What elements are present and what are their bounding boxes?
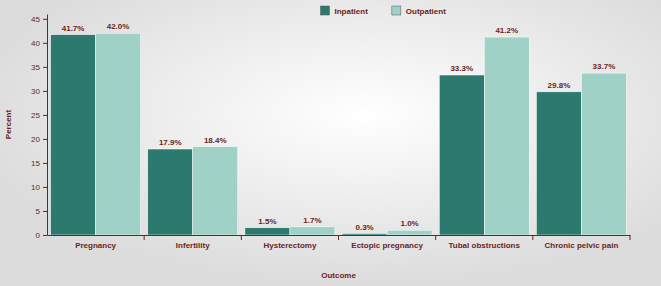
bar	[387, 230, 432, 235]
y-tick-label: 15	[31, 159, 40, 168]
bar	[290, 227, 335, 235]
bar	[484, 37, 529, 235]
y-tick-label: 20	[31, 135, 40, 144]
legend-label: Inpatient	[335, 7, 369, 16]
data-label: 33.3%	[450, 64, 473, 73]
data-label: 1.5%	[258, 217, 276, 226]
y-axis: 0 5 10 15 20 25 30 35 40 45	[31, 15, 47, 241]
category-separator	[630, 235, 631, 240]
y-tick-label: 5	[36, 207, 41, 216]
y-tick-mark	[43, 67, 47, 68]
x-axis-title: Outcome	[321, 271, 356, 280]
category-separator	[144, 235, 145, 240]
data-label: 41.2%	[495, 26, 518, 35]
y-tick: 30	[31, 87, 47, 96]
bar	[51, 35, 96, 235]
y-tick: 5	[36, 207, 47, 216]
x-tick: Hysterectomy	[263, 235, 316, 250]
legend-swatch	[321, 6, 330, 15]
plot: 41.7% 17.9% 1.5% 0.3% 33.3% 29.8% 42.0% 18.4% 1.…	[31, 15, 630, 250]
y-tick-mark	[43, 139, 47, 140]
data-label: 17.9%	[159, 138, 182, 147]
data-labels: 41.7% 17.9% 1.5% 0.3% 33.3% 29.8% 42.0% 18.4% 1.…	[62, 22, 616, 231]
legend: Inpatient Outpatient	[321, 6, 447, 16]
data-label: 33.7%	[593, 62, 616, 71]
x-tick-label: Tubal obstructions	[449, 241, 521, 250]
y-tick-mark	[43, 19, 47, 20]
x-axis: Pregnancy Infertility Hysterectomy Ectopic …	[48, 235, 631, 250]
data-label: 0.3%	[355, 223, 373, 232]
x-tick-label: Ectopic pregnancy	[351, 241, 423, 250]
data-label: 29.8%	[548, 81, 571, 90]
x-tick: Ectopic pregnancy	[351, 235, 423, 250]
bar	[245, 228, 290, 235]
category-separator	[338, 235, 339, 240]
data-label: 18.4%	[204, 136, 227, 145]
y-tick-mark	[43, 91, 47, 92]
y-tick-mark	[43, 187, 47, 188]
y-tick-mark	[43, 163, 47, 164]
y-tick: 10	[31, 183, 47, 192]
bar	[581, 73, 626, 235]
category-separator	[532, 235, 533, 240]
background	[0, 0, 661, 286]
bar	[96, 33, 141, 235]
y-tick: 15	[31, 159, 47, 168]
legend-swatch	[392, 6, 401, 15]
x-tick: Tubal obstructions	[449, 235, 521, 250]
bar	[536, 92, 581, 235]
data-label: 1.0%	[400, 219, 418, 228]
y-tick-label: 35	[31, 63, 40, 72]
bar	[342, 234, 387, 235]
x-tick-label: Infertility	[176, 241, 210, 250]
y-tick: 25	[31, 111, 47, 120]
y-tick: 20	[31, 135, 47, 144]
x-tick: Chronic pelvic pain	[545, 235, 619, 250]
y-tick: 45	[31, 15, 47, 24]
x-tick: Infertility	[176, 235, 210, 250]
bars	[51, 33, 627, 235]
y-tick-label: 0	[36, 231, 41, 240]
y-tick-label: 25	[31, 111, 40, 120]
data-label: 42.0%	[107, 22, 130, 31]
y-tick-mark	[43, 235, 47, 236]
y-tick-label: 40	[31, 39, 40, 48]
category-separator	[241, 235, 242, 240]
legend-item: Outpatient	[392, 6, 446, 16]
legend-item: Inpatient	[321, 6, 369, 16]
x-tick-label: Hysterectomy	[263, 241, 316, 250]
y-tick-mark	[43, 115, 47, 116]
y-tick: 35	[31, 63, 47, 72]
y-tick-mark	[43, 211, 47, 212]
y-tick-label: 45	[31, 15, 40, 24]
y-axis-title: Percent	[4, 109, 13, 139]
y-tick-mark	[43, 43, 47, 44]
legend-label: Outpatient	[406, 7, 446, 16]
bar	[439, 75, 484, 235]
y-tick: 40	[31, 39, 47, 48]
chart: 41.7% 17.9% 1.5% 0.3% 33.3% 29.8% 42.0% 18.4% 1.…	[0, 0, 661, 286]
category-separator	[435, 235, 436, 240]
y-tick-label: 10	[31, 183, 40, 192]
x-tick-label: Pregnancy	[75, 241, 116, 250]
bar	[193, 147, 238, 235]
x-tick: Pregnancy	[75, 235, 116, 250]
data-label: 1.7%	[303, 216, 321, 225]
y-tick-label: 30	[31, 87, 40, 96]
y-tick: 0	[36, 231, 47, 240]
y-axis-line	[47, 15, 48, 236]
data-label: 41.7%	[62, 24, 85, 33]
x-tick-label: Chronic pelvic pain	[545, 241, 619, 250]
bar	[148, 149, 193, 235]
